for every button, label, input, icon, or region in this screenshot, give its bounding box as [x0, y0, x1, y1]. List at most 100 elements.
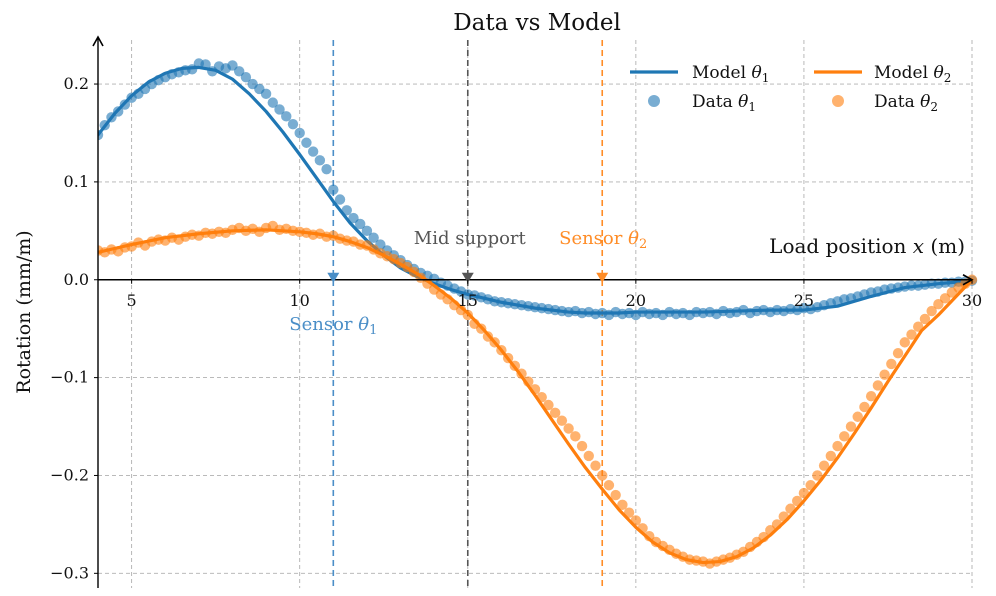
- series-point-3: [818, 460, 830, 471]
- series-point-3: [576, 440, 588, 452]
- x-tick-label: 10: [290, 291, 310, 310]
- series-point-3: [839, 431, 850, 442]
- y-tick-label: 0.0: [64, 270, 89, 289]
- series-point-3: [603, 480, 615, 491]
- series-point-1: [301, 137, 312, 148]
- series-point-3: [933, 299, 944, 310]
- tick-labels: 5 10 15 20 25 30 −0.3 −0.2 −0.1 0.0 0.1 0.2: [50, 74, 982, 582]
- series-point-3: [442, 294, 453, 305]
- series-point-3: [617, 499, 628, 511]
- series-point-1: [314, 155, 326, 166]
- series-point-3: [886, 358, 897, 370]
- x-axis-label: Load position x (m): [769, 234, 965, 258]
- x-tick-label: 25: [794, 291, 814, 310]
- series-point-3: [771, 519, 783, 530]
- annotation-marker-1: [461, 272, 474, 283]
- series-point-3: [825, 450, 837, 462]
- series-point-3: [906, 329, 917, 340]
- x-axis-label-unit: (m): [924, 234, 965, 258]
- y-tick-label: 0.2: [64, 74, 89, 93]
- series-point-3: [939, 293, 951, 304]
- series-layer: [98, 58, 978, 569]
- y-tick-label: 0.1: [64, 172, 89, 191]
- legend-swatch-data-theta2: [832, 95, 844, 107]
- series-point-3: [872, 380, 884, 391]
- x-axis-label-symbol: x: [913, 234, 924, 258]
- series-point-1: [98, 129, 104, 141]
- y-axis-label: Rotation (mm/m): [13, 230, 35, 393]
- series-point-3: [758, 531, 769, 543]
- series-point-3: [509, 360, 521, 372]
- series-point-3: [482, 331, 494, 342]
- series-point-3: [913, 321, 924, 332]
- annotation-marker-2: [596, 272, 609, 283]
- series-point-1: [361, 225, 373, 237]
- series-point-1: [186, 64, 198, 75]
- x-tick-label: 5: [127, 291, 137, 310]
- series-point-3: [778, 511, 789, 522]
- legend-label-model-theta2: Model θ2: [874, 63, 951, 85]
- series-point-1: [341, 205, 352, 216]
- axes: [92, 35, 974, 588]
- series-point-3: [879, 369, 890, 380]
- annotation-labels: Sensor θ1 Mid support Sensor θ2: [289, 228, 647, 338]
- x-axis-label-text: Load position: [769, 234, 913, 258]
- series-point-1: [99, 119, 110, 131]
- legend: Model θ1 Data θ1 Model θ2 Data θ2: [630, 63, 951, 114]
- legend-label-model-theta1: Model θ1: [692, 63, 769, 85]
- series-point-3: [892, 347, 904, 359]
- series-point-3: [899, 337, 910, 348]
- x-tick-label: 15: [458, 291, 478, 310]
- series-point-3: [529, 384, 541, 395]
- series-point-3: [765, 525, 776, 536]
- series-point-3: [644, 530, 655, 542]
- series-point-3: [865, 391, 877, 402]
- legend-swatch-data-theta1: [648, 95, 660, 107]
- series-point-3: [543, 399, 554, 411]
- series-point-1: [233, 66, 245, 77]
- y-tick-label: −0.3: [50, 563, 89, 582]
- chart-title: Data vs Model: [453, 10, 621, 36]
- x-tick-label: 20: [626, 291, 646, 310]
- y-tick-label: −0.1: [50, 368, 89, 387]
- series-point-3: [476, 323, 487, 334]
- series-point-1: [348, 212, 359, 224]
- series-point-3: [845, 421, 857, 432]
- series-point-1: [106, 112, 117, 123]
- series-point-1: [240, 71, 252, 83]
- series-point-3: [408, 266, 420, 278]
- series-point-3: [623, 507, 635, 518]
- series-point-3: [422, 278, 433, 289]
- series-point-3: [516, 368, 527, 379]
- series-point-1: [321, 163, 332, 175]
- series-point-1: [119, 99, 131, 110]
- grid-lines: [98, 40, 973, 588]
- series-point-3: [610, 489, 621, 501]
- series-point-3: [583, 450, 594, 462]
- annotation-label-0: Sensor θ1: [289, 314, 377, 338]
- series-point-3: [523, 376, 534, 387]
- series-point-1: [274, 104, 285, 115]
- series-point-3: [919, 313, 931, 325]
- series-point-3: [792, 495, 803, 507]
- x-tick-label: 30: [962, 291, 982, 310]
- series-point-3: [832, 440, 843, 452]
- series-point-1: [200, 59, 211, 70]
- legend-label-data-theta2: Data θ2: [874, 92, 938, 114]
- series-point-1: [267, 97, 278, 108]
- series-point-1: [307, 146, 319, 157]
- series-point-1: [281, 111, 292, 122]
- series-point-1: [334, 194, 346, 205]
- series-point-3: [489, 337, 500, 348]
- series-point-3: [812, 470, 823, 481]
- series-point-1: [112, 106, 124, 117]
- series-point-1: [328, 184, 339, 195]
- y-axis-arrow: [92, 35, 104, 47]
- legend-label-data-theta1: Data θ1: [692, 92, 756, 114]
- series-point-1: [368, 232, 379, 243]
- annotation-label-1: Mid support: [414, 228, 527, 249]
- series-point-3: [785, 503, 796, 514]
- series-point-3: [549, 407, 561, 419]
- series-point-3: [630, 515, 642, 526]
